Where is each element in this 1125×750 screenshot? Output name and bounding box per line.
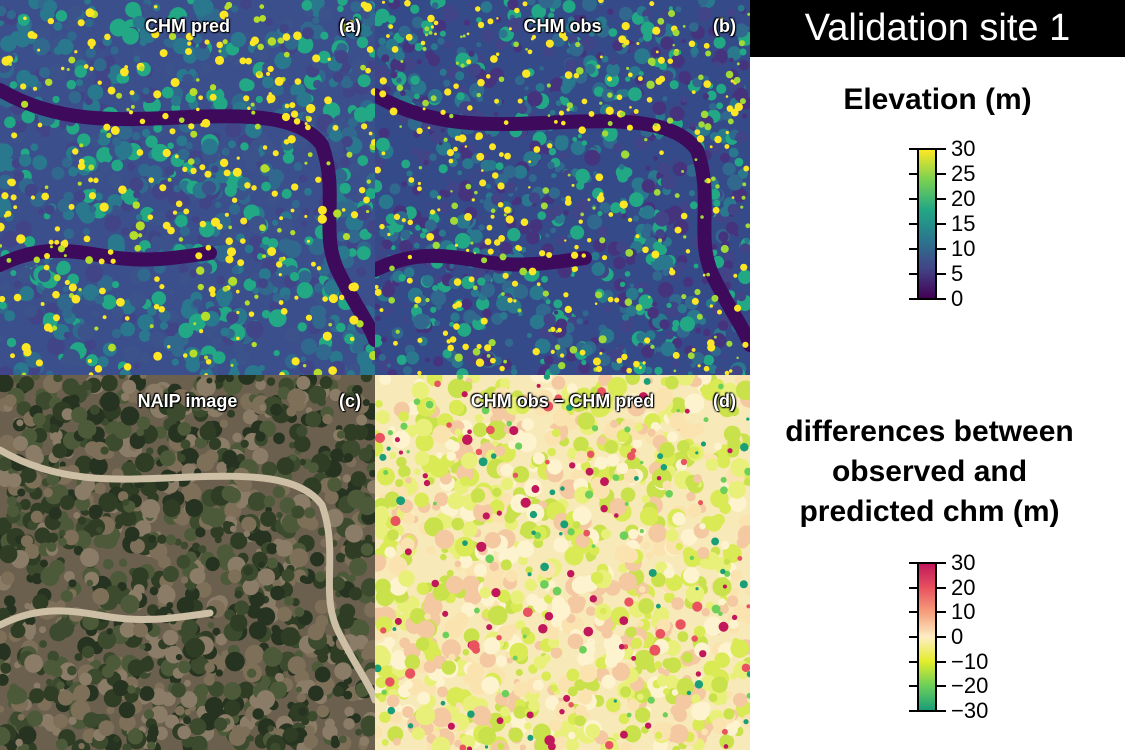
colorbar-tick-mark bbox=[937, 173, 946, 175]
chm-pred-panel: CHM pred (a) bbox=[0, 0, 375, 375]
colorbar-tick-mark bbox=[937, 562, 946, 564]
elevation-colorbar bbox=[917, 148, 937, 300]
colorbar-tick-mark bbox=[909, 685, 917, 688]
colorbar-tick-label: 20 bbox=[951, 186, 976, 211]
difference-map bbox=[375, 375, 750, 750]
colorbar-tick-label: 10 bbox=[951, 236, 976, 261]
chm-pred-map bbox=[0, 0, 375, 375]
colorbar-tick-mark bbox=[909, 273, 917, 275]
colorbar-tick-label: 5 bbox=[951, 261, 964, 286]
chm-obs-map bbox=[375, 0, 750, 375]
colorbar-tick-mark bbox=[909, 586, 917, 589]
colorbar-tick-mark bbox=[937, 710, 946, 712]
colorbar-tick-mark bbox=[937, 611, 946, 614]
colorbar-tick-mark bbox=[909, 636, 917, 638]
colorbar-tick-label: −20 bbox=[951, 673, 989, 699]
naip-image-panel: NAIP image (c) bbox=[0, 375, 375, 750]
colorbar-tick-label: −30 bbox=[951, 698, 989, 723]
colorbar-tick-mark bbox=[909, 611, 917, 614]
difference-legend-title-line-3: predicted chm (m) bbox=[799, 495, 1060, 528]
colorbar-tick-mark bbox=[909, 660, 917, 663]
colorbar-tick-label: 25 bbox=[951, 161, 976, 186]
colorbar-tick-mark bbox=[909, 198, 917, 200]
colorbar-tick-mark bbox=[909, 298, 917, 300]
colorbar-tick-mark bbox=[909, 173, 917, 175]
colorbar-tick-mark bbox=[937, 636, 946, 638]
colorbar-tick-mark bbox=[909, 248, 917, 250]
colorbar-tick-label: 0 bbox=[951, 624, 964, 649]
colorbar-tick-label: 0 bbox=[951, 286, 964, 311]
colorbar-tick-mark bbox=[909, 148, 917, 150]
colorbar-tick-mark bbox=[937, 685, 946, 688]
difference-legend-title: differences between observed and predict… bbox=[752, 412, 1107, 532]
difference-colorbar bbox=[917, 562, 937, 712]
colorbar-tick-mark bbox=[937, 148, 946, 150]
panel-title-naip: NAIP image bbox=[137, 391, 238, 411]
difference-legend-title-line-1: differences between bbox=[785, 415, 1074, 448]
naip-image-map bbox=[0, 375, 375, 750]
colorbar-tick-mark bbox=[937, 223, 946, 225]
colorbar-tick-mark bbox=[937, 248, 946, 250]
panel-title-chm-obs: CHM obs bbox=[523, 16, 602, 36]
chm-obs-panel: CHM obs (b) bbox=[375, 0, 750, 375]
difference-panel: CHM obs − CHM pred (d) bbox=[375, 375, 750, 750]
panel-tag-d: (d) bbox=[713, 391, 736, 411]
site-title-banner: Validation site 1 bbox=[750, 0, 1125, 57]
colorbar-tick-mark bbox=[937, 198, 946, 200]
colorbar-tick-mark bbox=[937, 298, 946, 300]
panel-tag-c: (c) bbox=[339, 391, 361, 411]
colorbar-tick-label: 15 bbox=[951, 211, 976, 236]
panel-tag-a: (a) bbox=[339, 16, 361, 36]
colorbar-tick-label: −10 bbox=[951, 648, 989, 674]
colorbar-tick-mark bbox=[937, 660, 946, 663]
colorbar-tick-label: 30 bbox=[951, 136, 976, 161]
colorbar-tick-label: 30 bbox=[951, 550, 976, 575]
elevation-legend-title: Elevation (m) bbox=[843, 83, 1032, 116]
colorbar-tick-mark bbox=[937, 273, 946, 275]
colorbar-tick-label: 20 bbox=[951, 574, 976, 600]
colorbar-tick-mark bbox=[937, 586, 946, 589]
colorbar-tick-mark bbox=[909, 562, 917, 564]
difference-legend-title-line-2: observed and bbox=[831, 455, 1028, 488]
colorbar-tick-label: 10 bbox=[951, 599, 976, 625]
panel-title-difference: CHM obs − CHM pred bbox=[470, 391, 655, 411]
colorbar-tick-mark bbox=[909, 710, 917, 712]
panel-tag-b: (b) bbox=[713, 16, 736, 36]
panel-title-chm-pred: CHM pred bbox=[145, 16, 230, 36]
colorbar-tick-mark bbox=[909, 223, 917, 225]
